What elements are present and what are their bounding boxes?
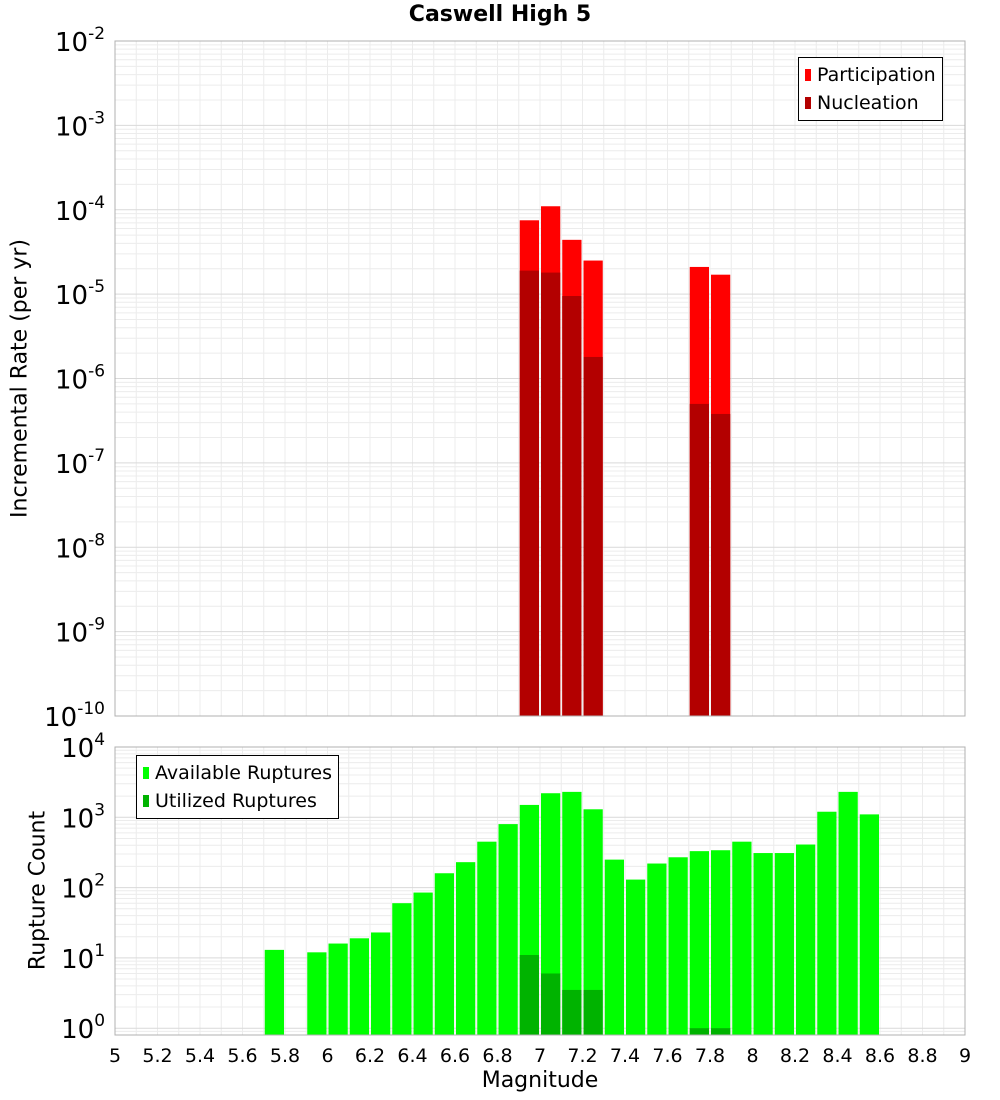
x-tick-label: 7.6 <box>652 1045 682 1067</box>
x-tick-label: 6.8 <box>482 1045 512 1067</box>
bar-available-ruptures <box>604 859 624 1035</box>
y-tick-label: 10-4 <box>55 193 105 227</box>
x-tick-label: 8.4 <box>822 1045 852 1067</box>
bar-available-ruptures <box>264 949 284 1035</box>
plot-frame-count <box>114 746 966 1036</box>
y-tick-label: 101 <box>61 941 105 975</box>
bar-available-ruptures <box>689 851 709 1035</box>
legend-item-utilized: Utilized Ruptures <box>143 787 332 815</box>
bar-available-ruptures <box>859 814 879 1035</box>
plot-area-rate <box>114 40 966 717</box>
bar-utilized-ruptures <box>562 989 582 1035</box>
bar-available-ruptures <box>774 853 794 1035</box>
y-tick-label: 10-2 <box>55 24 105 58</box>
y-tick-label: 10-5 <box>55 277 105 311</box>
legend-item-participation: Participation <box>805 61 936 89</box>
legend-label-nucleation: Nucleation <box>817 92 919 114</box>
x-tick-label: 7.8 <box>695 1045 725 1067</box>
x-tick-label: 7.2 <box>567 1045 597 1067</box>
y-tick-label: 10-8 <box>55 530 105 564</box>
bar-available-ruptures <box>647 863 667 1035</box>
bar-nucleation <box>583 356 603 716</box>
x-tick-label: 8.8 <box>907 1045 937 1067</box>
bar-available-ruptures <box>711 850 731 1035</box>
bar-available-ruptures <box>392 903 412 1035</box>
y-tick-label: 10-7 <box>55 446 105 480</box>
legend-item-available: Available Ruptures <box>143 759 332 787</box>
y-tick-label: 10-3 <box>55 108 105 142</box>
bar-available-ruptures <box>371 932 391 1035</box>
bar-nucleation <box>711 413 731 716</box>
bar-available-ruptures <box>498 824 518 1035</box>
y-tick-label: 10-6 <box>55 362 105 396</box>
bar-available-ruptures <box>838 791 858 1035</box>
chart-title: Caswell High 5 <box>408 2 592 27</box>
bar-available-ruptures <box>349 938 369 1035</box>
legend-item-nucleation: Nucleation <box>805 89 936 117</box>
x-tick-label: 6.6 <box>440 1045 470 1067</box>
bar-utilized-ruptures <box>689 1028 709 1035</box>
legend-swatch-available <box>143 767 149 779</box>
legend-label-participation: Participation <box>817 64 936 86</box>
x-tick-label: 5 <box>109 1045 121 1067</box>
legend-swatch-nucleation <box>805 97 811 109</box>
plot-frame-rate <box>114 40 966 717</box>
y-axis-label-rate: Incremental Rate (per yr) <box>7 239 33 518</box>
x-tick-label: 8.2 <box>780 1045 810 1067</box>
bar-utilized-ruptures <box>541 973 561 1035</box>
bar-utilized-ruptures <box>711 1028 731 1035</box>
bar-available-ruptures <box>413 892 433 1035</box>
bar-available-ruptures <box>456 862 476 1035</box>
bar-available-ruptures <box>732 841 752 1035</box>
bar-available-ruptures <box>307 952 327 1035</box>
x-tick-label: 7.4 <box>610 1045 640 1067</box>
legend-swatch-participation <box>805 69 811 81</box>
x-tick-label: 8 <box>746 1045 758 1067</box>
bar-available-ruptures <box>583 809 603 1035</box>
legend-label-utilized: Utilized Ruptures <box>155 790 317 812</box>
x-tick-label: 5.8 <box>270 1045 300 1067</box>
x-tick-label: 7 <box>534 1045 546 1067</box>
legend-rate: Participation Nucleation <box>798 57 943 121</box>
x-axis-label: Magnitude <box>481 1068 599 1093</box>
x-tick-label: 5.2 <box>142 1045 172 1067</box>
y-tick-label: 10-9 <box>55 615 105 649</box>
bar-utilized-ruptures <box>583 989 603 1035</box>
bar-available-ruptures <box>626 879 646 1035</box>
bar-available-ruptures <box>328 943 348 1035</box>
bar-available-ruptures <box>753 853 773 1035</box>
bar-available-ruptures <box>477 841 497 1035</box>
bar-available-ruptures <box>434 873 454 1035</box>
bar-utilized-ruptures <box>519 954 539 1035</box>
x-tick-label: 5.4 <box>185 1045 215 1067</box>
bar-nucleation <box>541 272 561 716</box>
y-axis-label-count: Rupture Count <box>25 810 51 971</box>
y-tick-label: 103 <box>61 800 105 834</box>
x-tick-label: 6.4 <box>397 1045 427 1067</box>
x-tick-label: 8.6 <box>865 1045 895 1067</box>
x-tick-label: 6 <box>321 1045 333 1067</box>
bar-nucleation <box>519 270 539 716</box>
x-tick-label: 6.2 <box>355 1045 385 1067</box>
y-tick-label: 102 <box>61 871 105 905</box>
bar-nucleation <box>689 403 709 716</box>
bar-available-ruptures <box>817 811 837 1035</box>
legend-swatch-utilized <box>143 795 149 807</box>
bar-nucleation <box>562 296 582 716</box>
y-tick-label: 100 <box>61 1011 105 1045</box>
legend-ruptures: Available Ruptures Utilized Ruptures <box>136 755 339 819</box>
y-tick-label: 10-10 <box>44 699 105 733</box>
x-tick-label: 9 <box>959 1045 971 1067</box>
bar-available-ruptures <box>562 791 582 1035</box>
bar-available-ruptures <box>796 844 816 1035</box>
y-tick-label: 104 <box>61 730 105 764</box>
bar-available-ruptures <box>668 857 688 1035</box>
legend-label-available: Available Ruptures <box>155 762 332 784</box>
x-tick-label: 5.6 <box>227 1045 257 1067</box>
